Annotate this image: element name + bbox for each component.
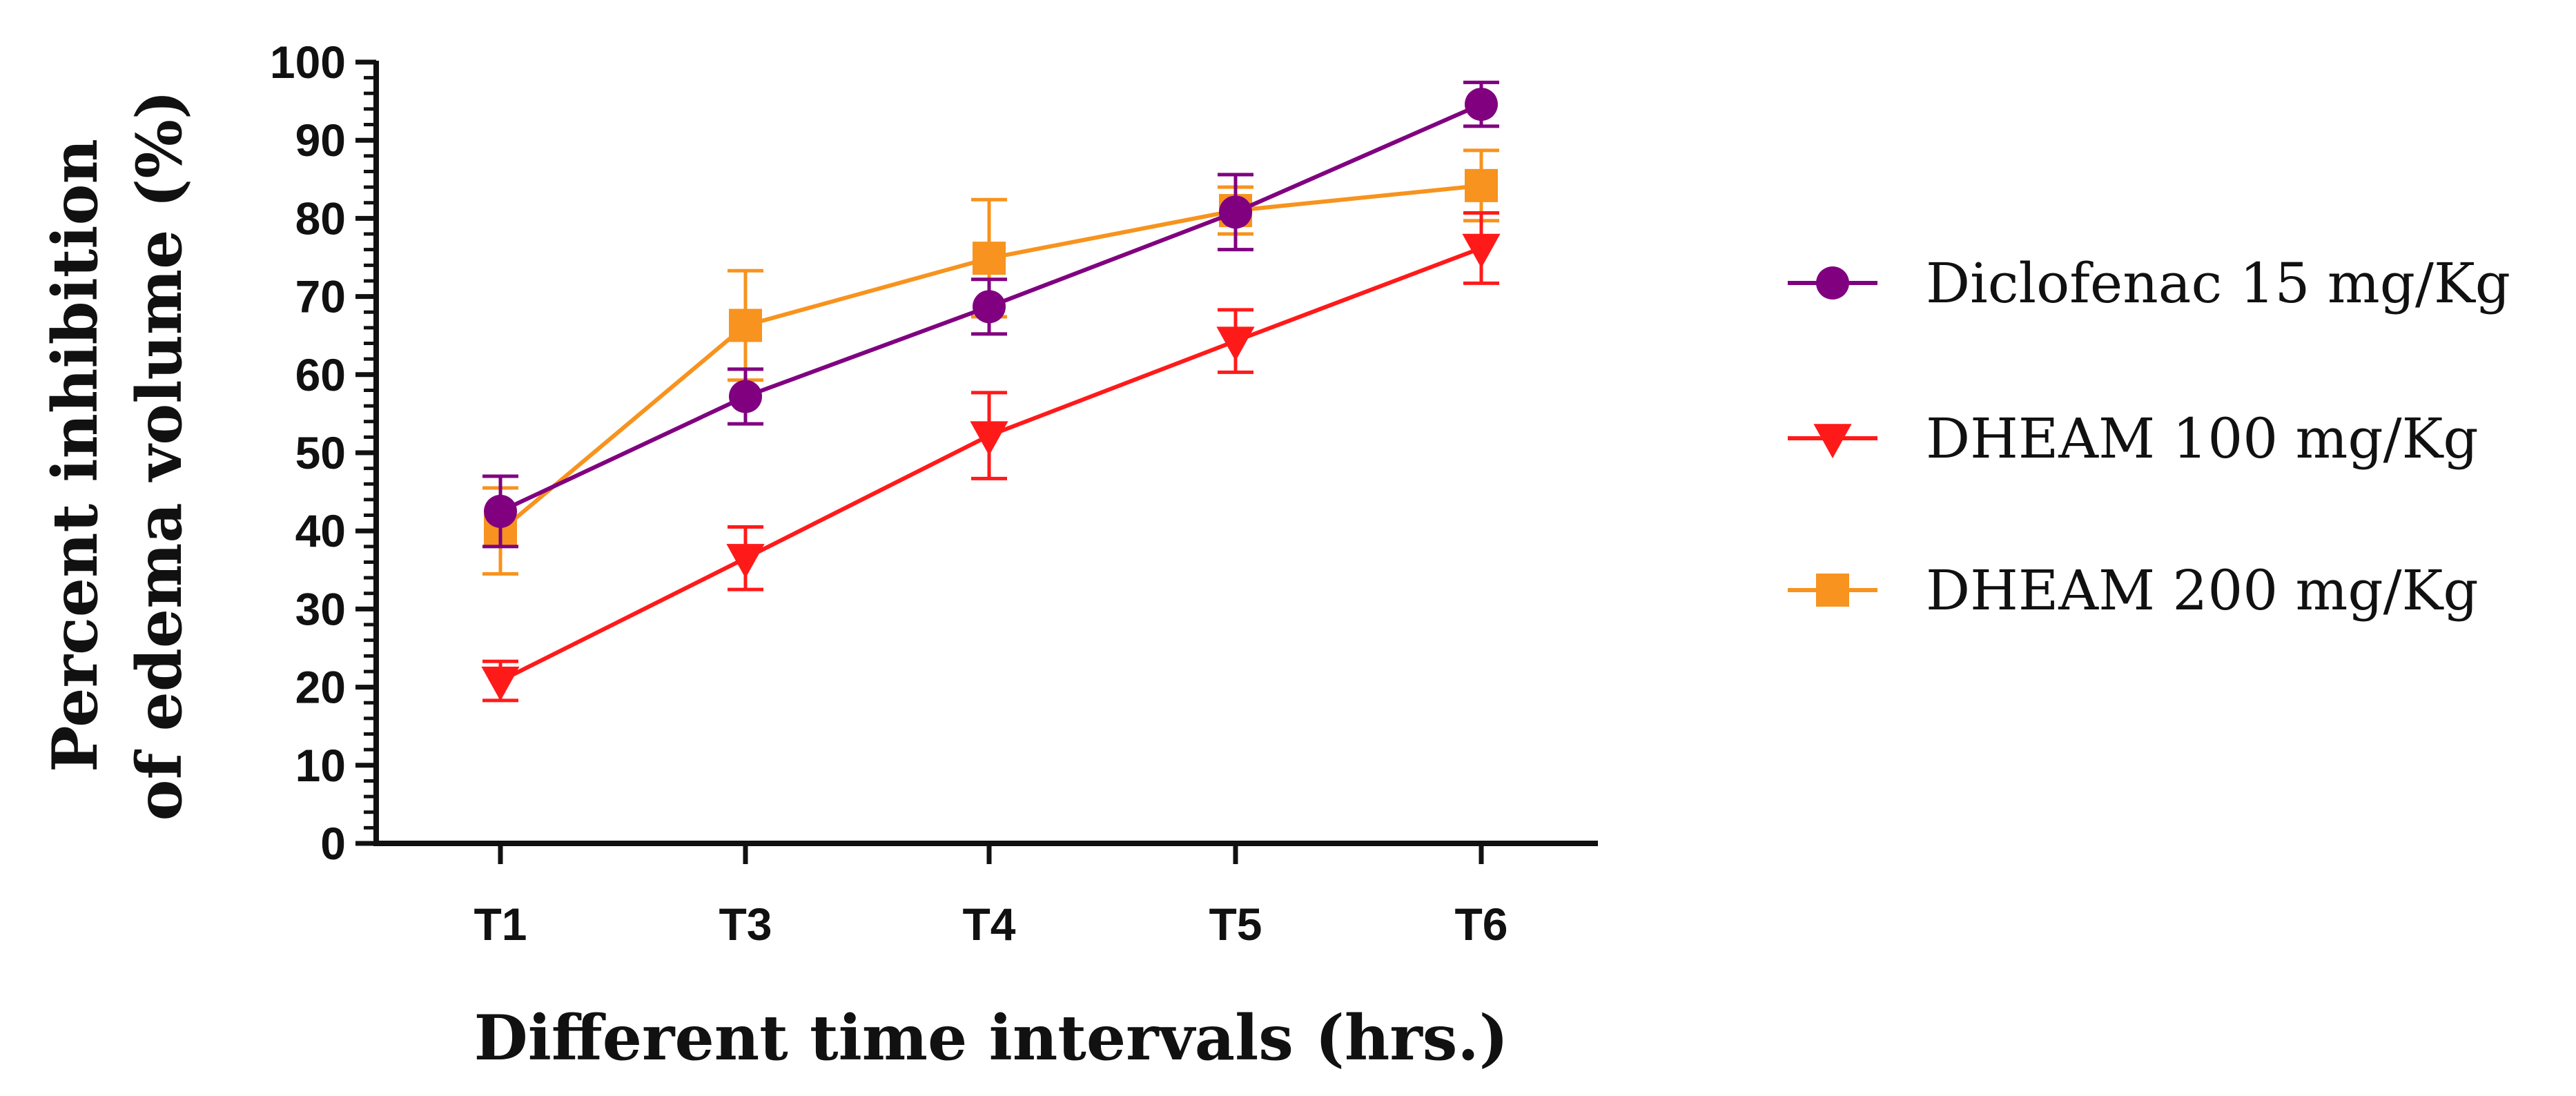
axes bbox=[355, 59, 1598, 864]
x-tick-label: T3 bbox=[719, 899, 772, 950]
legend-item: DHEAM 200 mg/Kg bbox=[1788, 558, 2479, 623]
x-tick-label: T1 bbox=[474, 899, 527, 950]
y-axis-title-line-2: of edema volume (%) bbox=[123, 90, 196, 821]
data-point bbox=[970, 421, 1008, 456]
data-point bbox=[1465, 168, 1498, 202]
legend-item: DHEAM 100 mg/Kg bbox=[1788, 407, 2479, 471]
data-point bbox=[1465, 88, 1498, 121]
y-axis-title-line-1: Percent inhibition bbox=[39, 139, 112, 772]
legend-label: DHEAM 100 mg/Kg bbox=[1926, 407, 2479, 471]
y-tick-label: 100 bbox=[270, 37, 346, 88]
x-tick-label: T6 bbox=[1454, 899, 1507, 950]
data-point bbox=[1219, 195, 1252, 229]
data-point bbox=[729, 309, 762, 342]
y-tick-label: 40 bbox=[295, 505, 346, 556]
legend-marker bbox=[1813, 424, 1852, 458]
legend-label: Diclofenac 15 mg/Kg bbox=[1926, 251, 2510, 315]
data-point bbox=[484, 494, 517, 528]
y-tick-label: 50 bbox=[295, 427, 346, 478]
series-2 bbox=[482, 148, 1499, 576]
y-tick-label: 80 bbox=[295, 193, 346, 244]
y-tick-label: 0 bbox=[320, 818, 346, 869]
legend-marker bbox=[1816, 266, 1849, 300]
y-tick-label: 60 bbox=[295, 349, 346, 400]
y-tick-label: 20 bbox=[295, 662, 346, 713]
y-tick-label: 70 bbox=[295, 271, 346, 322]
legend-item: Diclofenac 15 mg/Kg bbox=[1788, 251, 2510, 315]
data-point bbox=[1216, 326, 1255, 362]
tick-labels: 0 10 20 30 40 50 60 70 80 90 100 T1 T3 T4 T5 T6 bbox=[270, 37, 1508, 950]
y-tick-label: 10 bbox=[295, 740, 346, 791]
series-0 bbox=[482, 80, 1499, 549]
y-axis-title: Percent inhibition bbox=[39, 139, 112, 772]
legend-label: DHEAM 200 mg/Kg bbox=[1926, 558, 2479, 623]
y-tick-label: 30 bbox=[295, 583, 346, 634]
series-1 bbox=[481, 211, 1501, 703]
legend: Diclofenac 15 mg/Kg DHEAM 100 mg/Kg DHEAM … bbox=[1788, 251, 2510, 623]
data-point bbox=[973, 290, 1006, 324]
x-tick-label: T4 bbox=[962, 899, 1015, 950]
series-layer bbox=[481, 80, 1501, 703]
x-axis-title: Different time intervals (hrs.) bbox=[474, 1001, 1509, 1075]
data-point bbox=[729, 380, 762, 413]
data-point bbox=[726, 544, 765, 578]
data-point bbox=[1462, 233, 1501, 268]
y-axis-title-2: of edema volume (%) bbox=[123, 90, 196, 821]
data-point bbox=[973, 242, 1006, 275]
y-tick-label: 90 bbox=[295, 115, 346, 166]
x-tick-label: T5 bbox=[1209, 899, 1262, 950]
data-point bbox=[481, 666, 520, 701]
legend-marker bbox=[1816, 574, 1849, 607]
